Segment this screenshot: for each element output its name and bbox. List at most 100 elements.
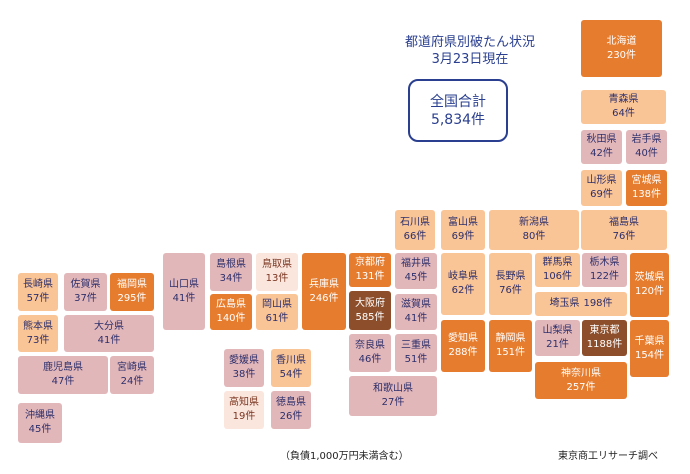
pref-count: 41件 <box>404 313 428 324</box>
pref-nagasaki: 長崎県 57件 <box>18 273 58 311</box>
pref-name: 岡山県 <box>262 299 292 310</box>
pref-count: 27件 <box>381 397 405 408</box>
pref-shiga: 滋賀県 41件 <box>395 294 437 330</box>
pref-count: 62件 <box>451 285 475 296</box>
pref-yamanashi: 山梨県 21件 <box>535 320 580 356</box>
pref-name: 新潟県 <box>519 217 549 228</box>
pref-count: 61件 <box>265 313 289 324</box>
pref-tokyo: 東京都 1188件 <box>582 320 627 356</box>
pref-fukushima: 福島県 76件 <box>581 210 667 250</box>
pref-iwate: 岩手県 40件 <box>626 130 667 164</box>
pref-name: 香川県 <box>276 355 306 366</box>
pref-name: 宮崎県 <box>117 362 147 373</box>
pref-count: 41件 <box>97 334 121 346</box>
pref-name: 栃木県 <box>589 257 620 268</box>
pref-name: 佐賀県 <box>70 279 101 290</box>
pref-count: 122件 <box>589 271 620 282</box>
pref-name: 滋賀県 <box>401 299 431 310</box>
map-title: 都道府県別破たん状況 3月23日現在 <box>380 34 560 68</box>
pref-name: 沖縄県 <box>25 410 55 421</box>
pref-aomori: 青森県 64件 <box>581 90 666 124</box>
pref-name: 島根県 <box>216 259 246 270</box>
footnote: （負債1,000万円未満含む） <box>280 451 409 462</box>
pref-count: 42件 <box>590 148 613 159</box>
pref-ibaraki: 茨城県 120件 <box>630 253 669 317</box>
pref-tochigi: 栃木県 122件 <box>582 253 627 287</box>
pref-name: 静岡県 <box>495 333 526 344</box>
pref-wakayama: 和歌山県 27件 <box>349 376 437 416</box>
pref-count: 131件 <box>355 271 385 282</box>
pref-name: 茨城県 <box>634 272 665 283</box>
pref-kyoto: 京都府 131件 <box>349 253 391 287</box>
pref-kanagawa: 神奈川県 257件 <box>535 362 627 399</box>
pref-name: 宮城県 <box>631 175 662 186</box>
pref-name: 京都府 <box>355 257 385 268</box>
pref-name: 長崎県 <box>23 279 53 290</box>
source-credit: 東京商工リサーチ調べ <box>558 451 658 462</box>
pref-count: 246件 <box>309 292 339 304</box>
pref-nara: 奈良県 46件 <box>349 334 391 372</box>
pref-name: 石川県 <box>400 217 430 228</box>
pref-gunma: 群馬県 106件 <box>535 253 580 287</box>
pref-count: 21件 <box>546 339 569 350</box>
pref-kochi: 高知県 19件 <box>224 391 264 429</box>
pref-osaka: 大阪府 585件 <box>349 291 391 330</box>
title-line-2: 3月23日現在 <box>431 52 509 67</box>
pref-fukuoka: 福岡県 295件 <box>110 273 154 311</box>
pref-ishikawa: 石川県 66件 <box>395 210 435 250</box>
pref-count: 40件 <box>635 148 658 159</box>
pref-count: 66件 <box>403 231 427 242</box>
pref-name: 長野県 <box>495 271 526 282</box>
pref-name: 埼玉県 <box>549 298 580 309</box>
pref-count: 13件 <box>265 273 289 284</box>
pref-aichi: 愛知県 288件 <box>441 320 485 372</box>
pref-count: 46件 <box>358 354 382 365</box>
pref-count: 24件 <box>120 376 144 387</box>
pref-name: 大分県 <box>94 320 124 332</box>
pref-name: 鹿児島県 <box>43 362 83 373</box>
pref-name: 鳥取県 <box>262 259 292 270</box>
pref-fukui: 福井県 45件 <box>395 253 437 289</box>
pref-shizuoka: 静岡県 151件 <box>489 320 532 372</box>
pref-count: 76件 <box>499 285 522 296</box>
pref-count: 154件 <box>634 349 665 361</box>
pref-okayama: 岡山県 61件 <box>256 294 298 330</box>
pref-chiba: 千葉県 154件 <box>630 320 669 377</box>
pref-okinawa: 沖縄県 45件 <box>18 403 62 443</box>
pref-name: 神奈川県 <box>561 367 601 379</box>
pref-count: 106件 <box>542 271 573 282</box>
pref-count: 57件 <box>26 293 50 304</box>
pref-count: 120件 <box>634 286 665 297</box>
pref-name: 和歌山県 <box>373 383 413 394</box>
pref-shimane: 島根県 34件 <box>210 253 252 291</box>
pref-count: 26件 <box>279 411 303 422</box>
pref-name: 富山県 <box>448 217 478 228</box>
pref-count: 140件 <box>216 313 246 324</box>
pref-hokkaido: 北海道 230件 <box>581 20 662 77</box>
pref-name: 山形県 <box>586 175 617 186</box>
pref-kagoshima: 鹿児島県 47件 <box>18 356 108 394</box>
pref-name: 兵庫県 <box>309 278 339 290</box>
pref-name: 秋田県 <box>586 134 617 145</box>
pref-yamaguchi: 山口県 41件 <box>163 253 205 330</box>
pref-name: 群馬県 <box>542 257 573 268</box>
pref-count: 19件 <box>232 411 256 422</box>
pref-name: 岩手県 <box>631 134 662 145</box>
pref-saga: 佐賀県 37件 <box>64 273 107 311</box>
pref-oita: 大分県 41件 <box>64 315 154 352</box>
pref-count: 257件 <box>566 381 596 393</box>
total-value: 5,834件 <box>430 111 486 128</box>
national-total-box: 全国合計 5,834件 <box>408 79 508 142</box>
pref-count: 51件 <box>404 354 428 365</box>
pref-count: 151件 <box>495 347 526 358</box>
pref-niigata: 新潟県 80件 <box>489 210 579 250</box>
pref-name: 大阪府 <box>355 297 385 309</box>
pref-name: 徳島県 <box>276 397 306 408</box>
pref-kagawa: 香川県 54件 <box>271 349 311 387</box>
pref-count: 288件 <box>448 347 478 358</box>
pref-tokushima: 徳島県 26件 <box>271 391 311 429</box>
pref-akita: 秋田県 42件 <box>581 130 622 164</box>
pref-name: 三重県 <box>401 340 431 351</box>
pref-toyama: 富山県 69件 <box>441 210 485 250</box>
pref-name: 東京都 <box>589 325 620 336</box>
